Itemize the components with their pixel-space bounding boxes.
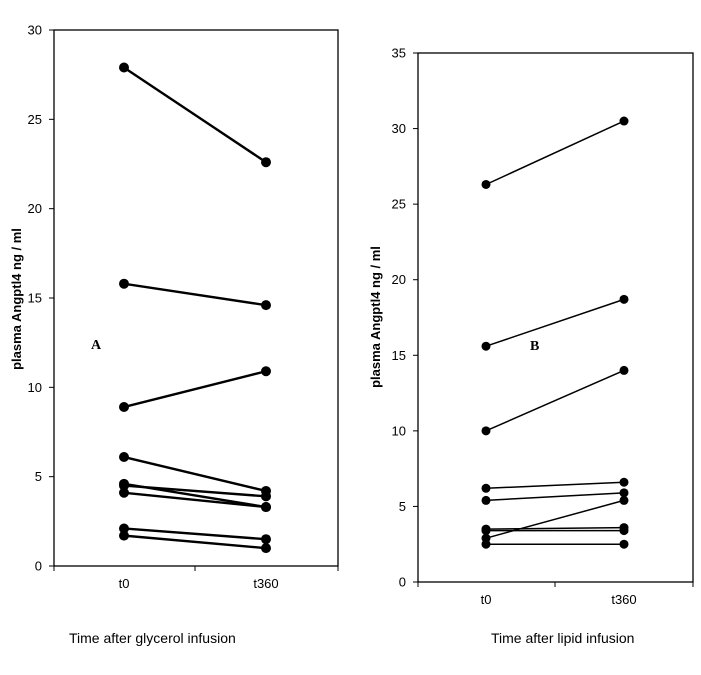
- y-tick-label: 10: [28, 380, 42, 395]
- series-line: [123, 455, 267, 493]
- data-point: [119, 278, 129, 289]
- series-b-7: [481, 526, 629, 536]
- data-point: [261, 502, 271, 513]
- series-a-2: [119, 278, 271, 311]
- data-point: [481, 495, 491, 505]
- series-line: [123, 484, 267, 498]
- series-line: [485, 492, 625, 502]
- series-line: [485, 298, 625, 347]
- data-point: [119, 530, 129, 541]
- y-axis-label-a: plasma Angptl4 ng / ml: [9, 228, 24, 370]
- series-line: [123, 491, 267, 509]
- data-point: [481, 179, 491, 189]
- series-b-9: [481, 539, 629, 549]
- data-point: [119, 401, 129, 412]
- x-tick-label: t360: [253, 576, 278, 591]
- plot-frame-a: [53, 29, 339, 567]
- series-b-6: [481, 523, 629, 534]
- y-tick-label: 30: [28, 23, 42, 38]
- y-axis-label-b: plasma Angptl4 ng / ml: [368, 246, 383, 388]
- series-b-3: [481, 365, 629, 436]
- data-point: [619, 477, 629, 487]
- series-line: [485, 499, 625, 539]
- series-line: [123, 66, 267, 164]
- y-tick-label: 30: [392, 121, 406, 136]
- x-tick-label: t0: [481, 592, 492, 607]
- y-tick-label: 15: [28, 291, 42, 306]
- series-b-5: [481, 488, 629, 505]
- y-tick-label: 20: [28, 201, 42, 216]
- y-tick-label: 5: [35, 469, 42, 484]
- y-tick-label: 25: [392, 197, 406, 212]
- series-a-3: [119, 366, 271, 412]
- series-a-1: [119, 62, 271, 168]
- data-point: [619, 116, 629, 126]
- y-tick-label: 0: [35, 559, 42, 574]
- data-point: [481, 426, 491, 436]
- data-point: [619, 495, 629, 505]
- series-b-4: [481, 477, 629, 493]
- plot-frame-b: [417, 52, 694, 583]
- data-point: [619, 488, 629, 498]
- series-a-4: [119, 452, 271, 496]
- data-point: [619, 526, 629, 536]
- data-point: [619, 294, 629, 304]
- series-line: [485, 481, 625, 490]
- y-tick-label: 10: [392, 423, 406, 438]
- series-line: [485, 369, 625, 432]
- x-tick-label: t0: [119, 576, 130, 591]
- data-point: [481, 483, 491, 493]
- data-point: [481, 341, 491, 351]
- series-line: [123, 527, 267, 541]
- series-b-8: [481, 495, 629, 543]
- chart-panel-b: B plasma Angptl4 ng / ml Time after lipi…: [368, 46, 694, 646]
- data-point: [261, 157, 271, 168]
- data-point: [261, 491, 271, 502]
- data-point: [261, 366, 271, 377]
- y-tick-label: 5: [399, 499, 406, 514]
- series-line: [123, 282, 267, 307]
- y-tick-label: 35: [392, 46, 406, 61]
- x-axis-title-b: Time after lipid infusion: [491, 630, 634, 646]
- data-point: [261, 534, 271, 545]
- x-tick-label: t360: [611, 592, 636, 607]
- data-point: [619, 365, 629, 375]
- series-b-2: [481, 294, 629, 351]
- series-line: [485, 526, 625, 530]
- series-a-7: [119, 487, 271, 513]
- series-b-1: [481, 116, 629, 189]
- x-axis-title-a: Time after glycerol infusion: [69, 630, 236, 646]
- y-tick-label: 25: [28, 112, 42, 127]
- y-tick-label: 20: [392, 272, 406, 287]
- data-point: [119, 452, 129, 463]
- data-point: [119, 480, 129, 491]
- data-point: [481, 526, 491, 536]
- series-a-8: [119, 523, 271, 545]
- series-line: [123, 370, 267, 409]
- data-point: [261, 543, 271, 554]
- data-point: [119, 523, 129, 534]
- chart-panel-a: A plasma Angptl4 ng / ml Time after glyc…: [9, 23, 339, 646]
- data-point: [261, 300, 271, 311]
- panel-label-b: B: [530, 339, 539, 354]
- data-point: [481, 539, 491, 549]
- data-point: [119, 487, 129, 498]
- series-a-6: [119, 480, 271, 502]
- series-line: [123, 534, 267, 550]
- y-tick-label: 0: [399, 575, 406, 590]
- data-point: [619, 539, 629, 549]
- data-point: [119, 62, 129, 73]
- y-tick-label: 15: [392, 348, 406, 363]
- panel-label-a: A: [91, 338, 102, 353]
- series-a-9: [119, 530, 271, 554]
- series-line: [485, 120, 625, 186]
